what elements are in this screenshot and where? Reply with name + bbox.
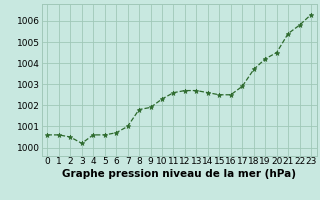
X-axis label: Graphe pression niveau de la mer (hPa): Graphe pression niveau de la mer (hPa) bbox=[62, 169, 296, 179]
